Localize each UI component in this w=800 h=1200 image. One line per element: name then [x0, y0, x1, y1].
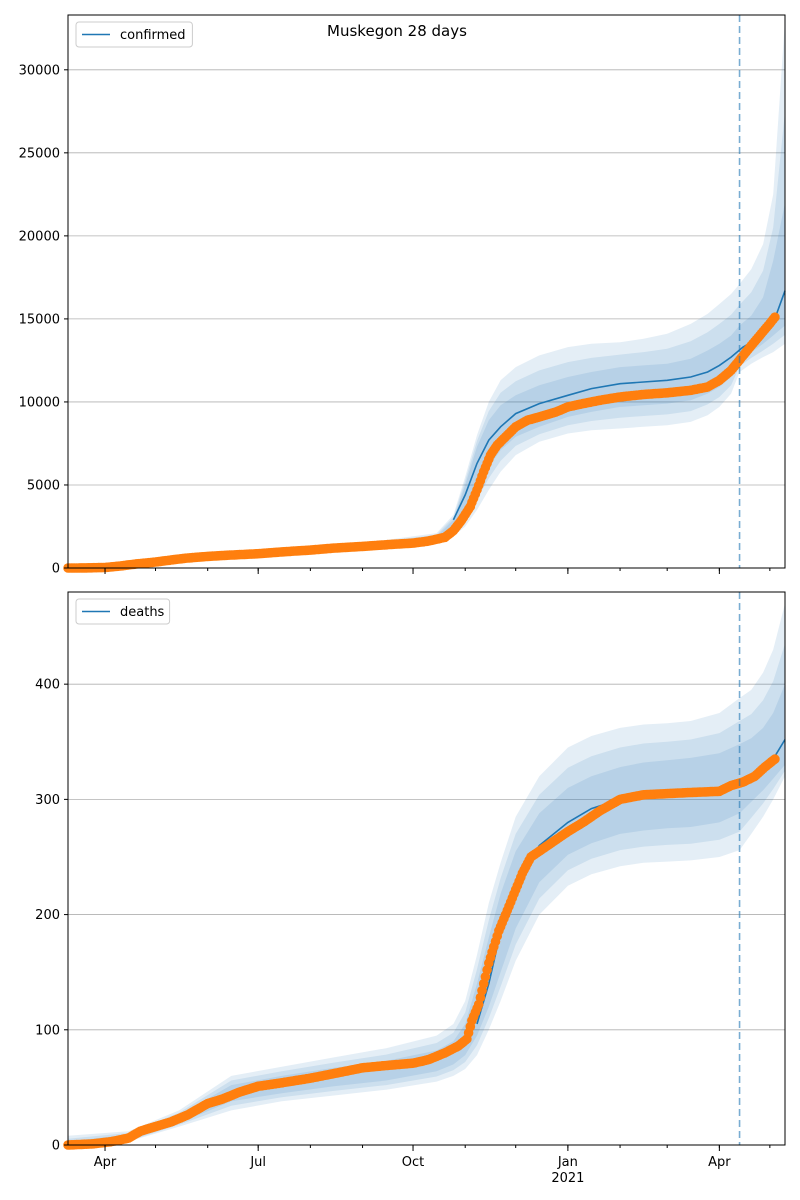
observed-point	[770, 754, 780, 764]
legend-label: deaths	[120, 605, 165, 620]
x-tick-label: Jul	[249, 1155, 266, 1170]
x-tick-label: Oct	[402, 1155, 424, 1170]
y-tick-label: 10000	[19, 395, 60, 410]
y-tick-label: 30000	[19, 63, 60, 78]
legend-box	[75, 598, 171, 625]
plot-frame	[67, 591, 786, 1146]
x-tick-label: Jan	[557, 1155, 578, 1170]
uncertainty-band	[68, 202, 785, 568]
y-tick-label: 5000	[27, 478, 60, 493]
y-tick-label: 15000	[19, 312, 60, 327]
uncertainty-band	[68, 603, 785, 1145]
y-tick-label: 25000	[19, 146, 60, 161]
y-tick-label: 20000	[19, 229, 60, 244]
x-tick-sublabel: 2021	[551, 1171, 584, 1186]
legend: confirmed	[75, 21, 193, 48]
uncertainty-band	[68, 684, 785, 1145]
figure-title: Muskegon 28 days	[327, 22, 467, 40]
x-tick-label: Apr	[94, 1155, 117, 1170]
plot-frame	[67, 14, 786, 569]
x-tick-label: Apr	[708, 1155, 731, 1170]
y-tick-label: 100	[35, 1023, 60, 1038]
y-tick-label: 400	[35, 678, 60, 693]
uncertainty-band	[68, 643, 785, 1145]
observed-series	[63, 754, 780, 1150]
uncertainty-band	[68, 20, 785, 568]
y-tick-label: 0	[52, 1139, 60, 1154]
y-tick-label: 200	[35, 908, 60, 923]
legend-label: confirmed	[120, 28, 186, 43]
legend: deaths	[75, 598, 171, 625]
y-tick-label: 300	[35, 793, 60, 808]
observed-point	[770, 312, 780, 323]
y-tick-label: 0	[52, 562, 60, 577]
observed-series	[63, 312, 780, 573]
legend-box	[75, 21, 193, 48]
panel-1: 0 5000 10000 15000 20000 25000 30000 confirmed	[19, 14, 786, 577]
